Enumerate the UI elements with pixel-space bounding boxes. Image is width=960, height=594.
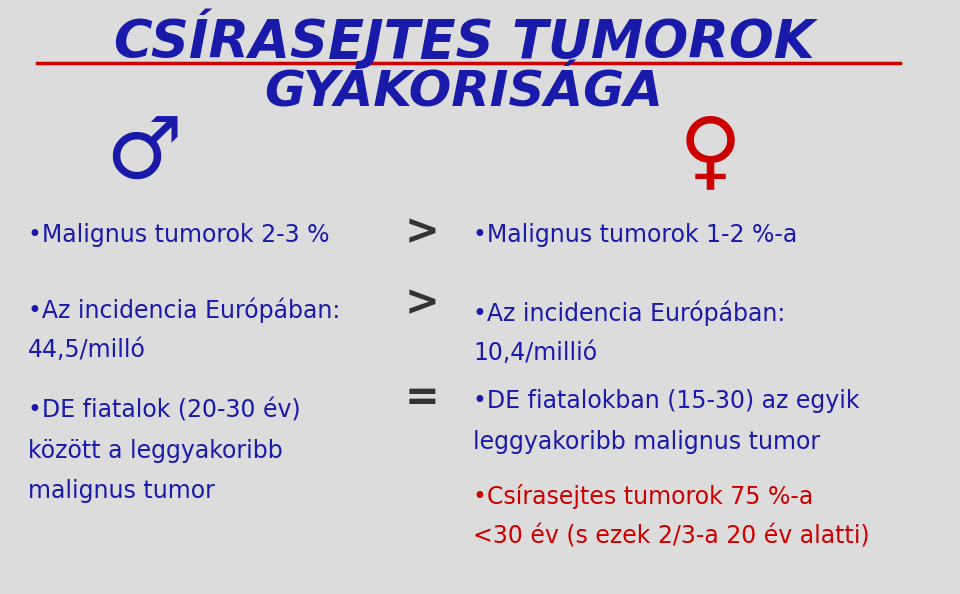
Text: •Az incidencia Európában:: •Az incidencia Európában:	[28, 297, 340, 323]
Text: malignus tumor: malignus tumor	[28, 479, 215, 503]
Text: között a leggyakoribb: között a leggyakoribb	[28, 438, 282, 463]
Text: >: >	[405, 211, 440, 253]
Text: •Malignus tumorok 2-3 %: •Malignus tumorok 2-3 %	[28, 223, 329, 247]
Text: •DE fiatalok (20-30 év): •DE fiatalok (20-30 év)	[28, 398, 300, 422]
Text: •Malignus tumorok 1-2 %-a: •Malignus tumorok 1-2 %-a	[473, 223, 798, 247]
Text: leggyakoribb malignus tumor: leggyakoribb malignus tumor	[473, 429, 821, 454]
Text: >: >	[405, 282, 440, 324]
Text: 10,4/millió: 10,4/millió	[473, 340, 597, 365]
Text: <30 év (s ezek 2/3-a 20 év alatti): <30 év (s ezek 2/3-a 20 év alatti)	[473, 525, 870, 549]
Text: GYAKORISÁGA: GYAKORISÁGA	[265, 68, 663, 116]
Text: CSÍRASEJTES TUMOROK: CSÍRASEJTES TUMOROK	[113, 9, 814, 69]
Text: ♂: ♂	[106, 113, 182, 197]
Text: =: =	[405, 377, 440, 419]
Text: •DE fiatalokban (15-30) az egyik: •DE fiatalokban (15-30) az egyik	[473, 389, 860, 413]
Text: •Az incidencia Európában:: •Az incidencia Európában:	[473, 300, 785, 326]
Text: 44,5/milló: 44,5/milló	[28, 337, 146, 362]
Text: •Csírasejtes tumorok 75 %-a: •Csírasejtes tumorok 75 %-a	[473, 484, 813, 509]
Text: ♀: ♀	[679, 113, 741, 197]
